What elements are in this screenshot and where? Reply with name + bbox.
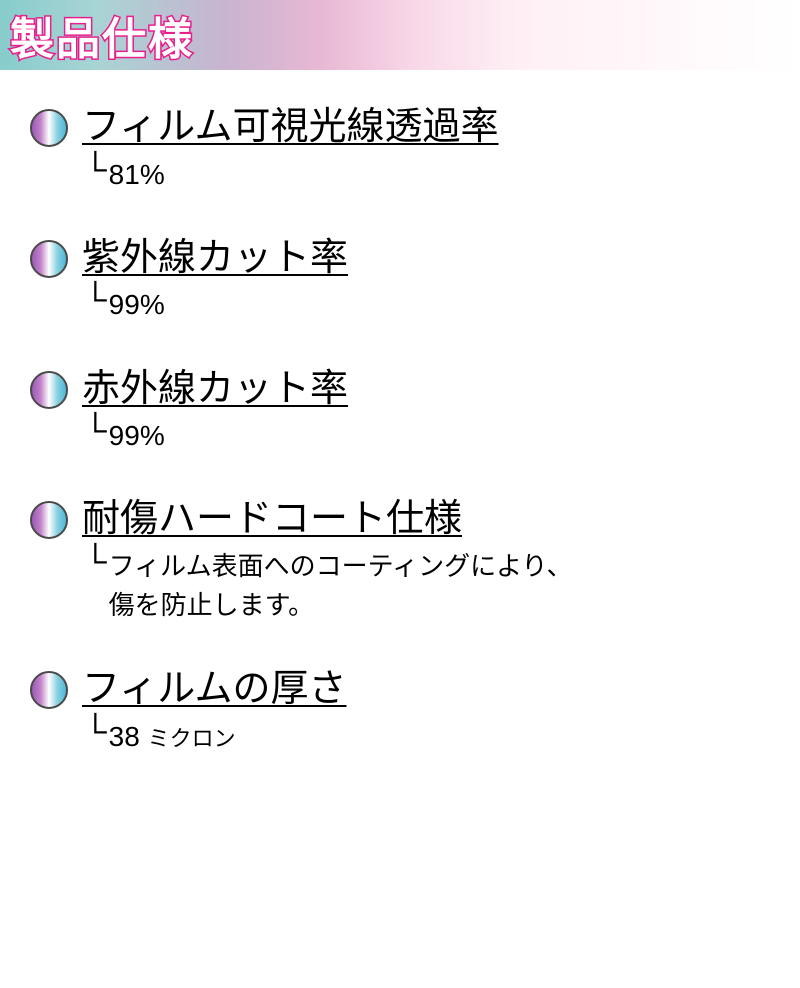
spec-value-line2: 傷を防止します。 — [109, 586, 573, 625]
spec-label: 紫外線カット率 — [82, 236, 770, 282]
spec-value-row: └ 99% — [82, 285, 770, 324]
page-title: 製品仕様 — [10, 3, 194, 67]
spec-content: フィルム可視光線透過率 └ 81% — [82, 105, 770, 194]
gradient-bullet-icon — [30, 240, 68, 278]
spec-item: フィルム可視光線透過率 └ 81% — [30, 105, 770, 194]
spec-value: 81% — [109, 155, 165, 194]
spec-value: 38 ミクロン — [109, 717, 236, 756]
gradient-bullet-icon — [30, 671, 68, 709]
spec-value: 99% — [109, 416, 165, 455]
spec-content: 耐傷ハードコート仕様 └ フィルム表面へのコーティングにより、 傷を防止します。 — [82, 497, 770, 625]
spec-content: 紫外線カット率 └ 99% — [82, 236, 770, 325]
spec-item: 赤外線カット率 └ 99% — [30, 367, 770, 456]
spec-value-wrapper: フィルム表面へのコーティングにより、 傷を防止します。 — [109, 547, 573, 625]
spec-item: 紫外線カット率 └ 99% — [30, 236, 770, 325]
spec-value-number: 38 — [109, 721, 148, 752]
spec-label: フィルム可視光線透過率 — [82, 105, 770, 151]
spec-content: 赤外線カット率 └ 99% — [82, 367, 770, 456]
spec-list: フィルム可視光線透過率 └ 81% 紫外線カット率 └ 99% 赤外線カット率 … — [0, 70, 800, 756]
corner-mark-icon: └ — [84, 715, 107, 747]
spec-value-row: └ 99% — [82, 416, 770, 455]
header-bar: 製品仕様 — [0, 0, 800, 70]
corner-mark-icon: └ — [84, 153, 107, 185]
spec-label: 耐傷ハードコート仕様 — [82, 497, 770, 543]
spec-unit: ミクロン — [148, 726, 236, 751]
spec-item: 耐傷ハードコート仕様 └ フィルム表面へのコーティングにより、 傷を防止します。 — [30, 497, 770, 625]
spec-value-row: └ 81% — [82, 155, 770, 194]
gradient-bullet-icon — [30, 501, 68, 539]
spec-value: 99% — [109, 285, 165, 324]
spec-content: フィルムの厚さ └ 38 ミクロン — [82, 667, 770, 756]
spec-value: フィルム表面へのコーティングにより、 — [109, 547, 573, 586]
spec-label: 赤外線カット率 — [82, 367, 770, 413]
corner-mark-icon: └ — [84, 414, 107, 446]
spec-value-row: └ フィルム表面へのコーティングにより、 傷を防止します。 — [82, 547, 770, 625]
corner-mark-icon: └ — [84, 545, 107, 577]
corner-mark-icon: └ — [84, 283, 107, 315]
spec-value-row: └ 38 ミクロン — [82, 717, 770, 756]
spec-label: フィルムの厚さ — [82, 667, 770, 713]
gradient-bullet-icon — [30, 109, 68, 147]
gradient-bullet-icon — [30, 371, 68, 409]
spec-item: フィルムの厚さ └ 38 ミクロン — [30, 667, 770, 756]
